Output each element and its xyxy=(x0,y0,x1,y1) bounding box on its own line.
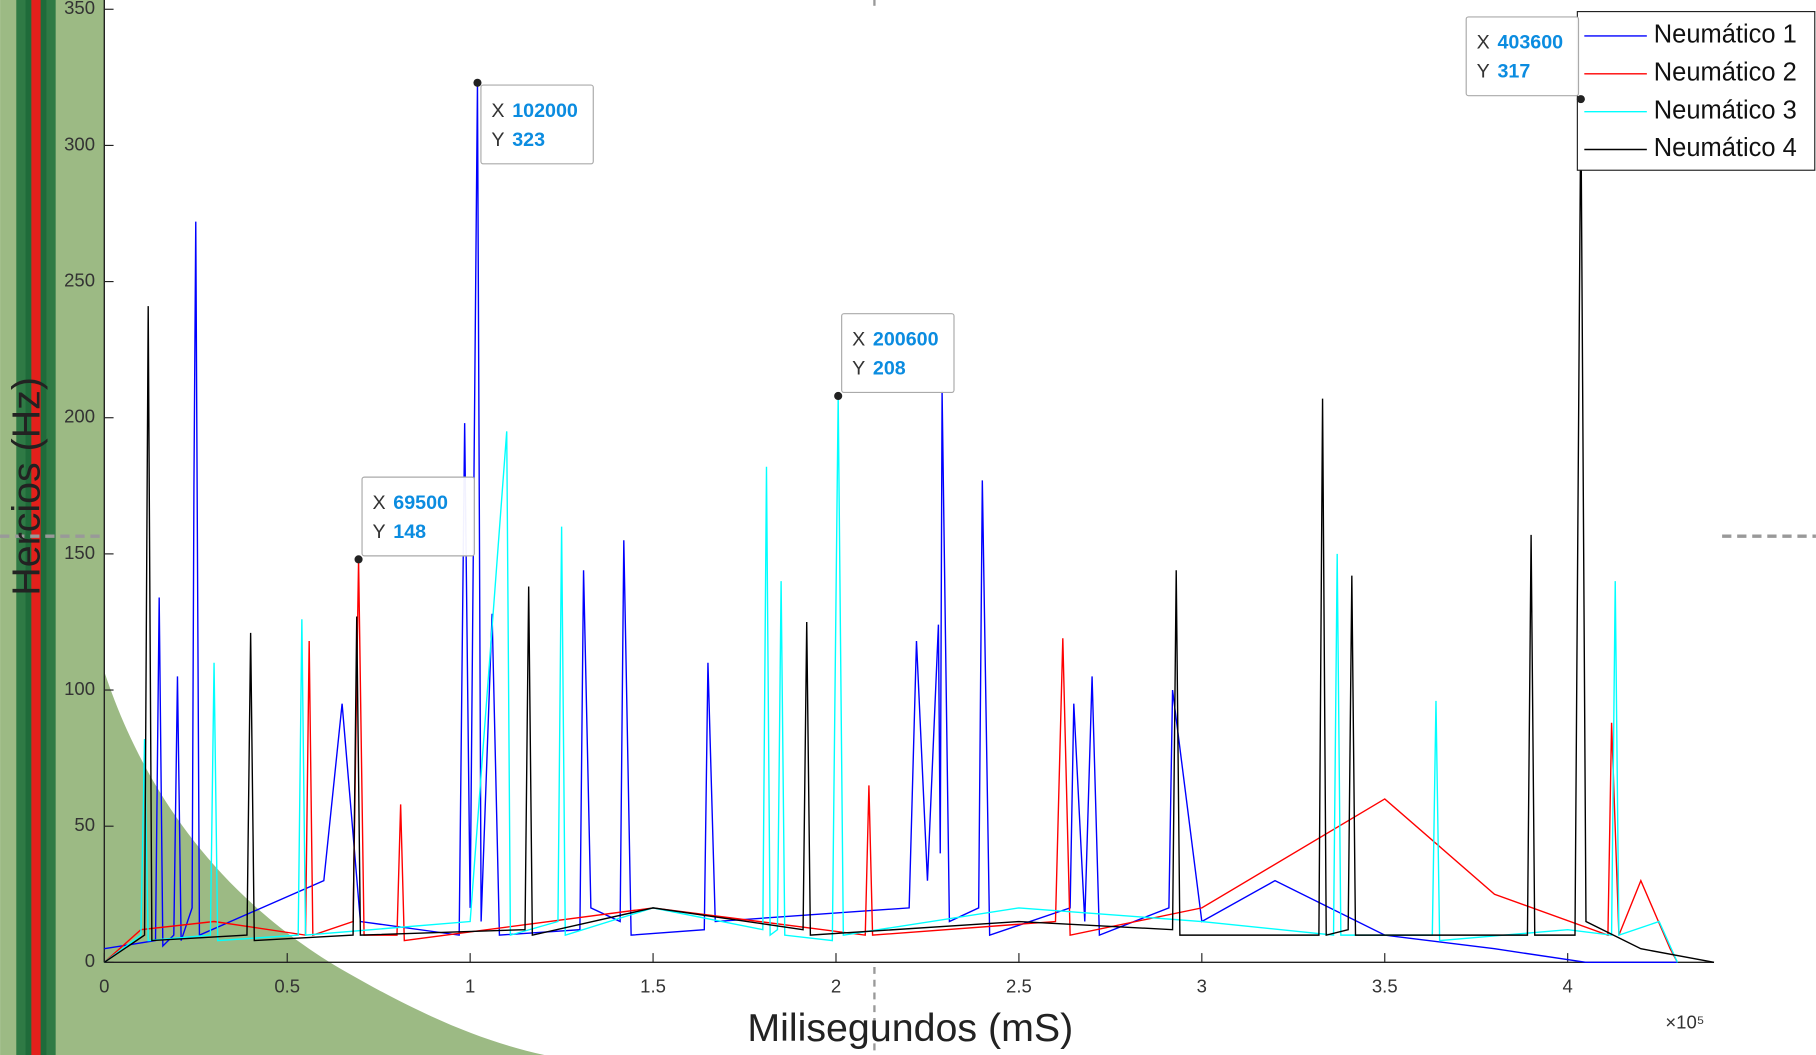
datatip-x-value: 102000 xyxy=(512,100,578,122)
legend-label: Neumático 4 xyxy=(1654,134,1797,162)
datatip-y-value: 148 xyxy=(393,521,426,543)
legend-label: Neumático 2 xyxy=(1654,59,1797,87)
datatip-x-label: X xyxy=(852,329,865,351)
datatip-point xyxy=(473,78,482,87)
x-exponent-label: ×10⁵ xyxy=(1665,1012,1704,1033)
x-tick-label: 0 xyxy=(99,976,109,997)
datatip-x-label: X xyxy=(1477,32,1490,54)
datatip-y-value: 208 xyxy=(873,358,906,380)
datatip-x-value: 69500 xyxy=(393,492,448,514)
datatip-y-label: Y xyxy=(372,521,385,543)
legend-label: Neumático 3 xyxy=(1654,96,1797,124)
x-tick-label: 1 xyxy=(465,976,475,997)
datatip-x-label: X xyxy=(372,492,385,514)
y-tick-label: 300 xyxy=(64,133,95,154)
series-line xyxy=(104,82,1678,964)
datatip-y-label: Y xyxy=(491,129,504,151)
datatip: X 69500 Y 148 xyxy=(354,476,475,564)
y-tick-label: 0 xyxy=(85,950,95,971)
datatip-y-label: Y xyxy=(1477,61,1490,83)
datatip-y-value: 317 xyxy=(1497,61,1530,83)
datatip-y-value: 323 xyxy=(512,129,545,151)
legend-label: Neumático 1 xyxy=(1654,21,1797,49)
datatip-box xyxy=(841,313,955,394)
series-line xyxy=(103,559,1679,963)
x-tick-label: 3.5 xyxy=(1372,976,1398,997)
x-tick-label: 1.5 xyxy=(640,976,666,997)
datatip-point xyxy=(1576,95,1585,104)
datatip-y-label: Y xyxy=(852,358,865,380)
legend: Neumático 1 Neumático 2 Neumático 3 Neumáti… xyxy=(1576,11,1816,171)
y-tick-label: 350 xyxy=(64,0,95,18)
series-line xyxy=(103,99,1715,964)
datatip-point xyxy=(834,391,843,401)
y-tick-label: 50 xyxy=(74,814,95,835)
x-tick-label: 3 xyxy=(1197,976,1207,997)
datatip-box xyxy=(361,476,475,557)
y-tick-label: 100 xyxy=(64,678,95,699)
datatip-point xyxy=(354,555,363,564)
datatip-x-value: 403600 xyxy=(1497,32,1563,54)
datatip-x-label: X xyxy=(491,100,504,122)
x-tick-label: 2.5 xyxy=(1006,976,1032,997)
x-tick-label: 4 xyxy=(1563,976,1573,997)
datatip-box xyxy=(1465,16,1580,97)
y-tick-label: 150 xyxy=(64,542,95,563)
datatip: X 200600 Y 208 xyxy=(834,313,955,401)
y-tick-label: 200 xyxy=(64,406,95,427)
x-tick-label: 2 xyxy=(831,976,841,997)
y-axis-label: Hercios (Hz) xyxy=(4,377,48,596)
x-axis-label: Milisegundos (mS) xyxy=(747,1006,1073,1050)
datatip: X 403600 Y 317 xyxy=(1465,16,1585,104)
series-line xyxy=(103,395,1679,963)
datatip-x-value: 200600 xyxy=(873,329,939,351)
datatip: X 102000 Y 323 xyxy=(473,78,594,165)
datatip-box xyxy=(480,84,594,165)
x-tick-label: 0.5 xyxy=(274,976,300,997)
y-tick-label: 250 xyxy=(64,269,95,290)
